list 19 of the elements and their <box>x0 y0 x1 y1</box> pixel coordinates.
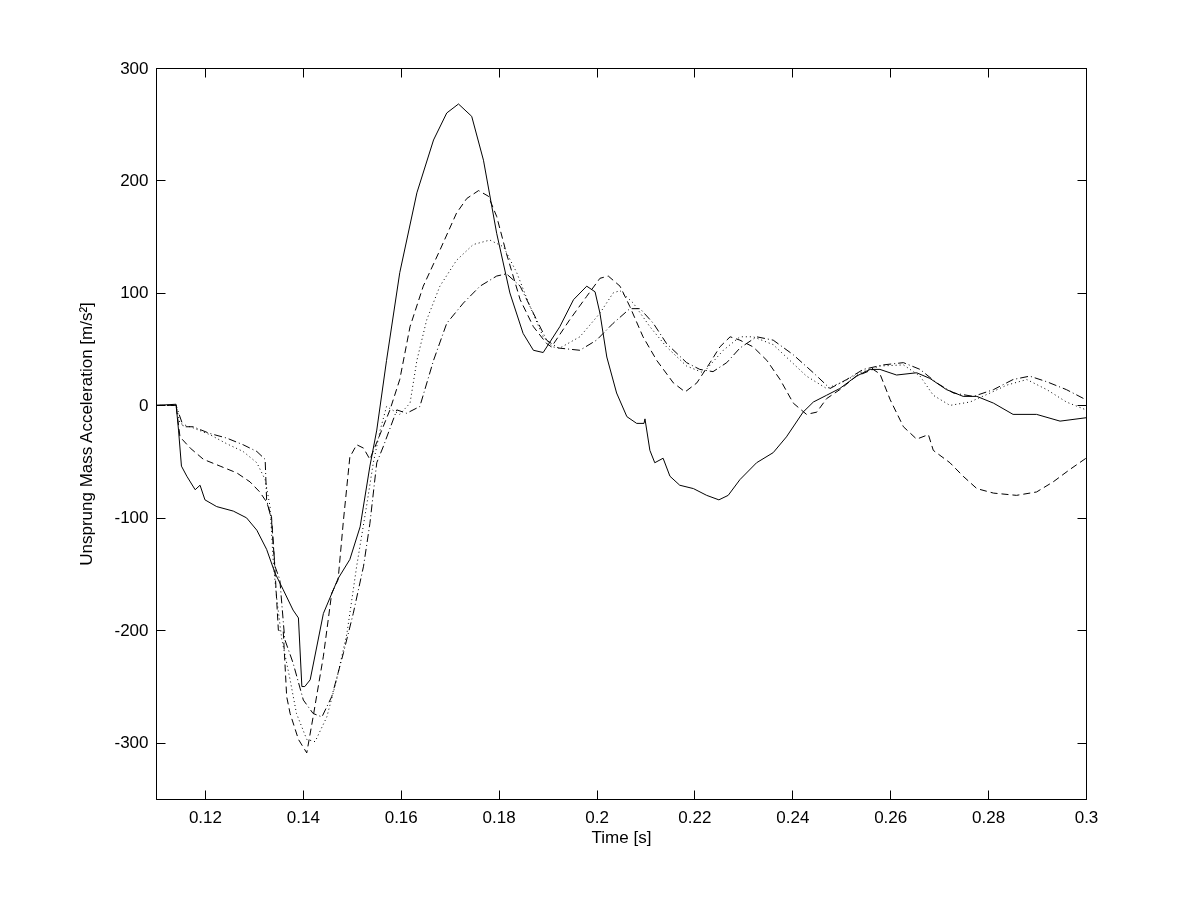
x-axis-title: Time [s] <box>591 827 652 847</box>
x-tick-label: 0.2 <box>585 807 609 827</box>
x-tick-label: 0.28 <box>972 807 1006 827</box>
x-tick-label: 0.14 <box>286 807 320 827</box>
x-tick-label: 0.22 <box>678 807 712 827</box>
y-tick-label: 200 <box>120 170 149 190</box>
y-tick-label: 100 <box>120 283 149 303</box>
x-tick-label: 0.26 <box>874 807 908 827</box>
x-tick-label: 0.12 <box>188 807 222 827</box>
y-tick-label: -100 <box>114 508 149 528</box>
y-axis-title: Unsprung Mass Acceleration [m/s²] <box>77 302 97 566</box>
x-tick-label: 0.16 <box>384 807 418 827</box>
y-tick-label: -200 <box>114 620 149 640</box>
y-tick-label: 0 <box>139 395 149 415</box>
x-tick-label: 0.18 <box>482 807 516 827</box>
x-tick-label: 0.24 <box>776 807 810 827</box>
y-tick-label: -300 <box>114 733 149 753</box>
y-tick-label: 300 <box>120 58 149 78</box>
x-tick-label: 0.3 <box>1074 807 1099 827</box>
